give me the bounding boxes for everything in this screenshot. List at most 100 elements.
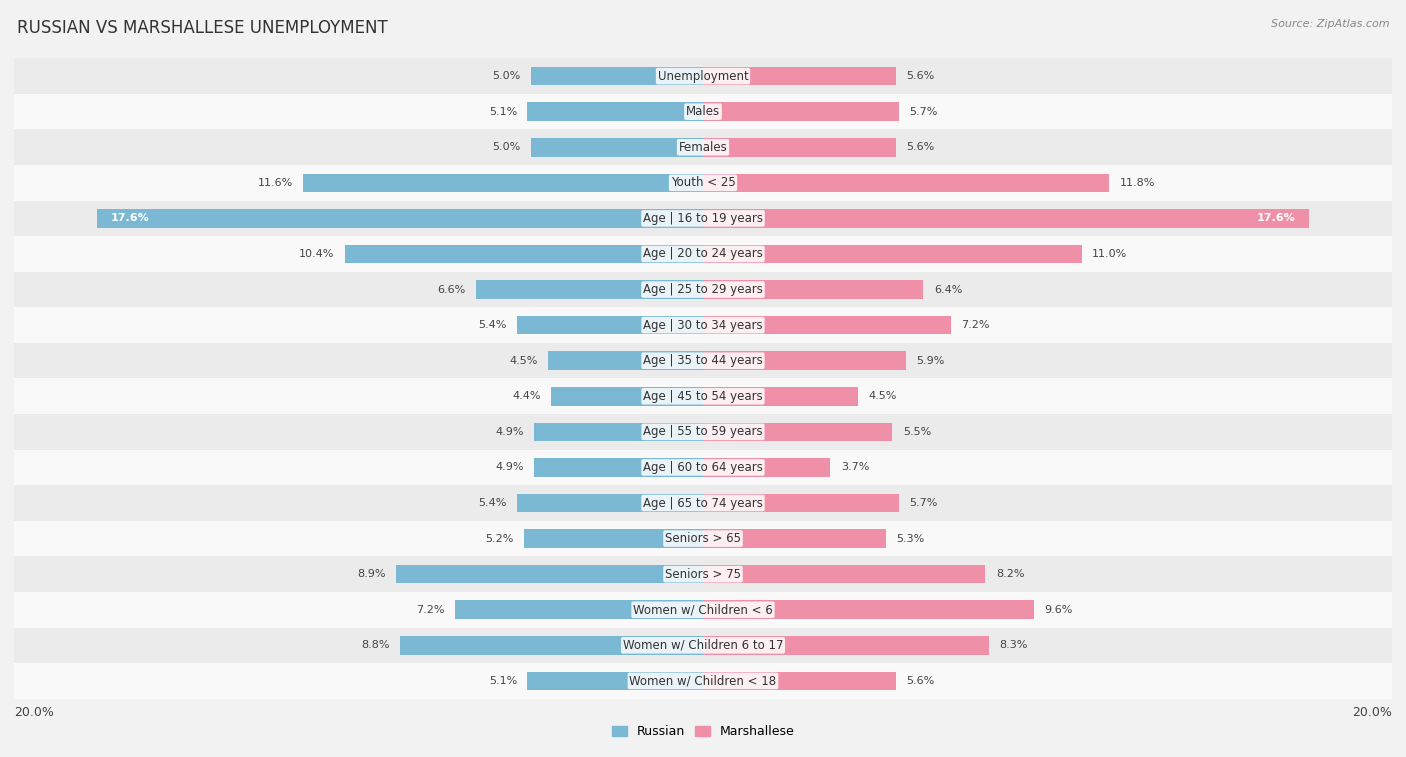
Bar [703, 245, 1083, 263]
Text: 5.0%: 5.0% [492, 71, 520, 81]
Text: Males: Males [686, 105, 720, 118]
Text: Age | 16 to 19 years: Age | 16 to 19 years [643, 212, 763, 225]
Text: 11.6%: 11.6% [257, 178, 292, 188]
Text: 5.1%: 5.1% [489, 107, 517, 117]
Bar [703, 458, 831, 477]
Text: Age | 35 to 44 years: Age | 35 to 44 years [643, 354, 763, 367]
Bar [703, 636, 988, 655]
Text: 6.4%: 6.4% [934, 285, 962, 294]
Bar [14, 663, 1392, 699]
Bar [703, 529, 886, 548]
Bar [14, 485, 1392, 521]
Text: 5.1%: 5.1% [489, 676, 517, 686]
Text: Women w/ Children 6 to 17: Women w/ Children 6 to 17 [623, 639, 783, 652]
Text: Women w/ Children < 6: Women w/ Children < 6 [633, 603, 773, 616]
Bar [304, 173, 703, 192]
Bar [14, 521, 1392, 556]
Bar [703, 102, 900, 121]
Text: 4.9%: 4.9% [495, 463, 524, 472]
Text: 20.0%: 20.0% [14, 706, 53, 719]
Bar [396, 565, 703, 584]
Text: Unemployment: Unemployment [658, 70, 748, 83]
Bar [517, 316, 703, 335]
Text: 4.5%: 4.5% [509, 356, 537, 366]
Text: Age | 65 to 74 years: Age | 65 to 74 years [643, 497, 763, 509]
Text: RUSSIAN VS MARSHALLESE UNEMPLOYMENT: RUSSIAN VS MARSHALLESE UNEMPLOYMENT [17, 19, 388, 37]
Bar [517, 494, 703, 512]
Text: 4.5%: 4.5% [869, 391, 897, 401]
Bar [344, 245, 703, 263]
Bar [14, 628, 1392, 663]
Text: 5.6%: 5.6% [907, 676, 935, 686]
Text: Age | 25 to 29 years: Age | 25 to 29 years [643, 283, 763, 296]
Bar [97, 209, 703, 228]
Text: Age | 20 to 24 years: Age | 20 to 24 years [643, 248, 763, 260]
Bar [475, 280, 703, 299]
Text: 6.6%: 6.6% [437, 285, 465, 294]
Text: 7.2%: 7.2% [962, 320, 990, 330]
Bar [534, 422, 703, 441]
Bar [14, 94, 1392, 129]
Text: Source: ZipAtlas.com: Source: ZipAtlas.com [1271, 19, 1389, 29]
Text: 9.6%: 9.6% [1045, 605, 1073, 615]
Bar [531, 138, 703, 157]
Text: Age | 60 to 64 years: Age | 60 to 64 years [643, 461, 763, 474]
Text: 11.0%: 11.0% [1092, 249, 1128, 259]
Bar [703, 209, 1309, 228]
Bar [703, 138, 896, 157]
Text: 5.7%: 5.7% [910, 107, 938, 117]
Bar [14, 378, 1392, 414]
Bar [703, 67, 896, 86]
Bar [703, 316, 950, 335]
Text: Youth < 25: Youth < 25 [671, 176, 735, 189]
Text: 17.6%: 17.6% [1257, 213, 1295, 223]
Bar [703, 387, 858, 406]
Bar [14, 414, 1392, 450]
Bar [14, 236, 1392, 272]
Bar [527, 102, 703, 121]
Bar [703, 565, 986, 584]
Bar [14, 165, 1392, 201]
Text: 8.2%: 8.2% [995, 569, 1025, 579]
Bar [703, 173, 1109, 192]
Bar [14, 556, 1392, 592]
Bar [703, 671, 896, 690]
Bar [14, 307, 1392, 343]
Bar [551, 387, 703, 406]
Text: Seniors > 75: Seniors > 75 [665, 568, 741, 581]
Bar [14, 272, 1392, 307]
Text: 5.2%: 5.2% [485, 534, 513, 544]
Text: 11.8%: 11.8% [1119, 178, 1156, 188]
Bar [531, 67, 703, 86]
Text: Women w/ Children < 18: Women w/ Children < 18 [630, 674, 776, 687]
Bar [703, 280, 924, 299]
Text: 5.5%: 5.5% [903, 427, 931, 437]
Bar [548, 351, 703, 370]
Text: 5.6%: 5.6% [907, 71, 935, 81]
Text: 3.7%: 3.7% [841, 463, 869, 472]
Text: 8.8%: 8.8% [361, 640, 389, 650]
Bar [399, 636, 703, 655]
Text: 4.9%: 4.9% [495, 427, 524, 437]
Text: 5.4%: 5.4% [478, 320, 506, 330]
Bar [14, 450, 1392, 485]
Text: 4.4%: 4.4% [513, 391, 541, 401]
Bar [14, 201, 1392, 236]
Text: Age | 45 to 54 years: Age | 45 to 54 years [643, 390, 763, 403]
Text: 8.9%: 8.9% [357, 569, 387, 579]
Bar [524, 529, 703, 548]
Text: Females: Females [679, 141, 727, 154]
Bar [14, 592, 1392, 628]
Text: 5.6%: 5.6% [907, 142, 935, 152]
Bar [703, 351, 907, 370]
Bar [14, 343, 1392, 378]
Bar [534, 458, 703, 477]
Text: 5.3%: 5.3% [896, 534, 924, 544]
Bar [703, 600, 1033, 619]
Bar [527, 671, 703, 690]
Text: 5.9%: 5.9% [917, 356, 945, 366]
Bar [456, 600, 703, 619]
Text: 8.3%: 8.3% [1000, 640, 1028, 650]
Bar [703, 422, 893, 441]
Text: 5.7%: 5.7% [910, 498, 938, 508]
